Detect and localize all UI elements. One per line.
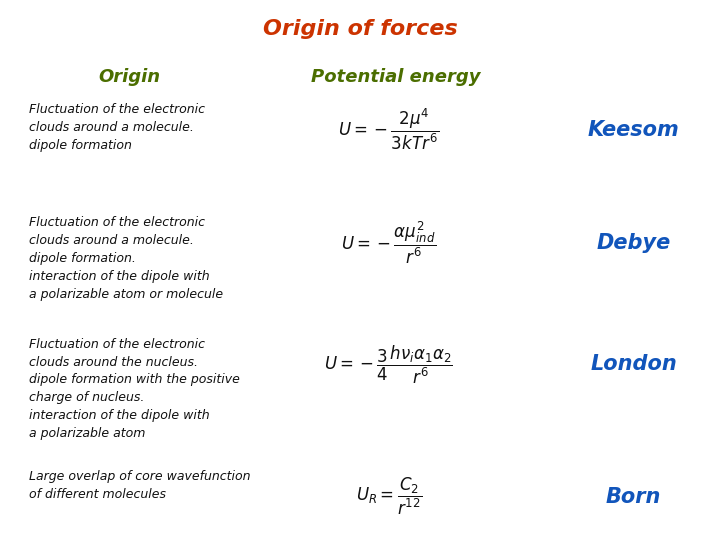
Text: Fluctuation of the electronic
clouds around a molecule.
dipole formation: Fluctuation of the electronic clouds aro… [29,103,204,152]
Text: Debye: Debye [596,233,671,253]
Text: Potential energy: Potential energy [311,68,481,85]
Text: London: London [590,354,677,375]
Text: Large overlap of core wavefunction
of different molecules: Large overlap of core wavefunction of di… [29,470,251,501]
Text: $U_R = \dfrac{C_2}{r^{12}}$: $U_R = \dfrac{C_2}{r^{12}}$ [356,476,422,517]
Text: $U = -\dfrac{3}{4}\dfrac{h\nu_i\alpha_1\alpha_2}{r^6}$: $U = -\dfrac{3}{4}\dfrac{h\nu_i\alpha_1\… [324,343,454,386]
Text: Fluctuation of the electronic
clouds around the nucleus.
dipole formation with t: Fluctuation of the electronic clouds aro… [29,338,240,441]
Text: Keesom: Keesom [588,119,680,140]
Text: $U = -\dfrac{\alpha\mu_{ind}^{2}}{r^6}$: $U = -\dfrac{\alpha\mu_{ind}^{2}}{r^6}$ [341,220,436,266]
Text: Born: Born [606,487,661,507]
Text: $U = -\dfrac{2\mu^4}{3kTr^6}$: $U = -\dfrac{2\mu^4}{3kTr^6}$ [338,107,439,152]
Text: Origin of forces: Origin of forces [263,19,457,39]
Text: Origin: Origin [99,68,161,85]
Text: Fluctuation of the electronic
clouds around a molecule.
dipole formation.
intera: Fluctuation of the electronic clouds aro… [29,216,223,301]
